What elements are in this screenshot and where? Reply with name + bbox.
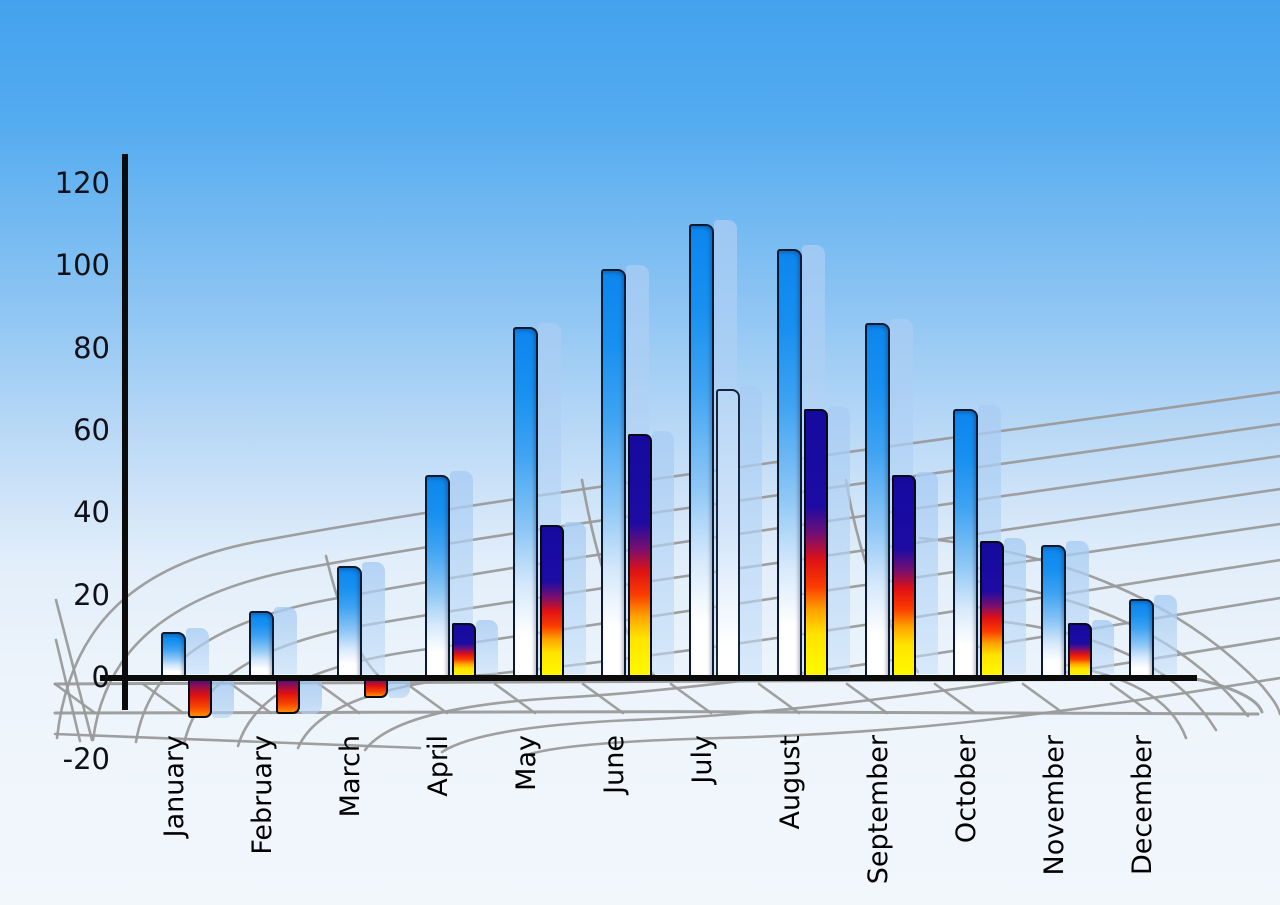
mesh-line <box>581 682 625 715</box>
x-label-november: November <box>1039 735 1070 876</box>
bar-june-series2 <box>628 434 652 677</box>
mesh-line <box>757 682 801 715</box>
bar-may-series2 <box>540 524 564 677</box>
bar-january-series1 <box>161 631 186 677</box>
bar-march-series2 <box>364 677 388 698</box>
x-label-february: February <box>247 735 278 855</box>
bar-july-series2 <box>716 388 740 677</box>
bar-february-series1 <box>249 611 274 677</box>
bar-march-series1 <box>337 565 362 677</box>
bar-shadow-november-series2 <box>1092 620 1114 674</box>
bar-august-series1 <box>777 248 802 677</box>
bar-shadow-december-series1 <box>1154 594 1177 674</box>
bar-july-series1 <box>689 224 714 677</box>
y-tick-label-100: 100 <box>54 248 110 283</box>
bar-november-series1 <box>1041 545 1066 677</box>
bar-september-series2 <box>892 475 916 677</box>
mesh-line <box>141 682 185 715</box>
x-label-may: May <box>511 735 542 791</box>
x-label-july: July <box>687 735 718 784</box>
y-tick-label-80: 80 <box>73 330 110 365</box>
y-axis-line <box>122 154 128 710</box>
y-tick-label-40: 40 <box>73 495 110 530</box>
mesh-line <box>845 682 889 715</box>
x-label-april: April <box>423 735 454 797</box>
bar-january-series2 <box>188 677 212 719</box>
bar-shadow-february-series1 <box>274 607 297 674</box>
mesh-line <box>405 682 449 715</box>
bar-shadow-january-series2 <box>212 679 234 719</box>
bar-october-series1 <box>953 409 978 677</box>
x-label-september: September <box>863 735 894 885</box>
mesh-curve <box>91 422 1280 742</box>
x-label-june: June <box>599 735 630 794</box>
bar-november-series2 <box>1068 623 1092 677</box>
bar-shadow-august-series2 <box>828 406 850 674</box>
bar-june-series1 <box>601 269 626 677</box>
bar-shadow-june-series2 <box>652 431 674 674</box>
bar-shadow-may-series2 <box>564 521 586 674</box>
y-tick-label--20: -20 <box>62 742 110 777</box>
x-label-january: January <box>159 735 190 838</box>
mesh-line <box>53 709 1260 716</box>
mesh-line <box>53 732 422 750</box>
bar-shadow-october-series2 <box>1004 538 1026 674</box>
y-tick-label-0: 0 <box>91 660 110 694</box>
mesh-curve <box>528 676 1280 756</box>
x-label-march: March <box>335 735 366 818</box>
bar-february-series2 <box>276 677 300 715</box>
bar-shadow-february-series2 <box>300 679 322 715</box>
bar-shadow-april-series2 <box>476 620 498 674</box>
bar-october-series2 <box>980 541 1004 677</box>
bar-shadow-march-series1 <box>362 561 385 674</box>
bar-may-series1 <box>513 327 538 677</box>
mesh-line <box>933 682 977 715</box>
x-label-august: August <box>775 735 806 830</box>
mesh-line <box>1021 682 1065 715</box>
mesh-line <box>493 682 537 715</box>
mesh-line <box>1109 682 1153 715</box>
mesh-line <box>229 682 273 715</box>
bar-shadow-january-series1 <box>186 627 209 674</box>
bar-shadow-april-series1 <box>450 471 473 674</box>
x-label-october: October <box>951 735 982 844</box>
bar-shadow-september-series2 <box>916 472 938 674</box>
y-tick-label-60: 60 <box>73 412 110 447</box>
bar-shadow-july-series2 <box>740 385 762 674</box>
x-label-december: December <box>1127 735 1158 876</box>
y-tick-label-120: 120 <box>54 165 110 200</box>
y-tick-label-20: 20 <box>73 577 110 612</box>
bar-april-series1 <box>425 475 450 677</box>
mesh-line <box>53 682 97 715</box>
mesh-line <box>669 682 713 715</box>
mesh-line <box>54 598 94 742</box>
bar-december-series1 <box>1129 598 1154 677</box>
mesh-line <box>54 638 82 743</box>
x-axis-line <box>100 675 1197 681</box>
bar-april-series2 <box>452 623 476 677</box>
bar-august-series2 <box>804 409 828 677</box>
bar-shadow-march-series2 <box>388 679 410 698</box>
bar-september-series1 <box>865 322 890 677</box>
mesh-line <box>317 682 361 715</box>
